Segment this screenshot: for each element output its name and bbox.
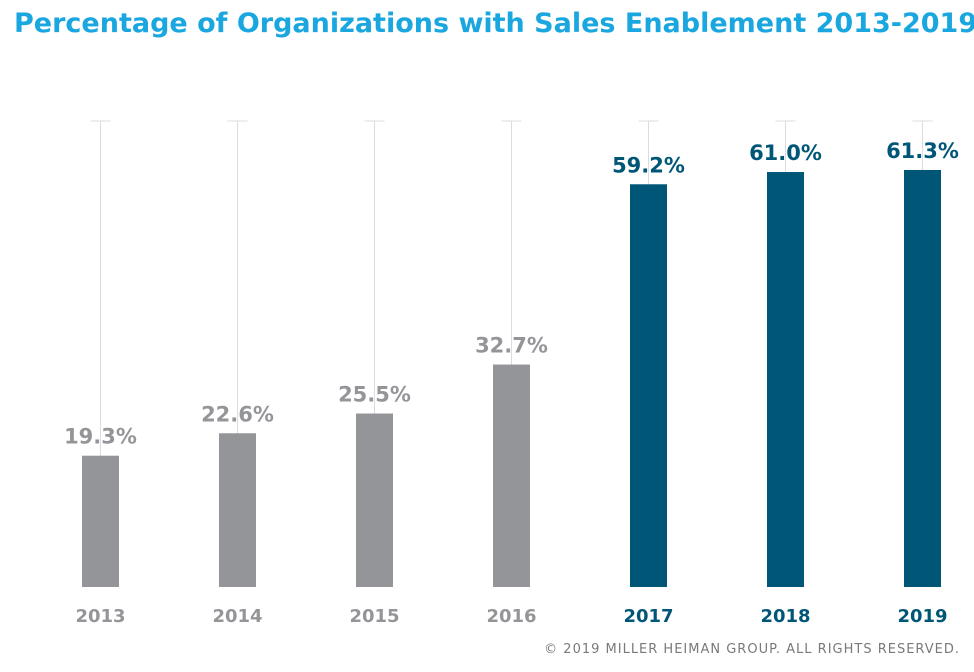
- bar-chart: 19.3% 2013 22.6% 2014 25.5% 2015 32.7% 2016 59.2…: [64, 120, 959, 627]
- x-tick-label: 2017: [623, 606, 673, 627]
- chart-title: Percentage of Organizations with Sales E…: [14, 8, 974, 39]
- bar-2019: [904, 169, 941, 587]
- data-label: 59.2%: [612, 153, 685, 177]
- bar-2014: [219, 433, 256, 587]
- x-tick-label: 2014: [212, 606, 262, 627]
- x-tick-label: 2016: [486, 606, 536, 627]
- bar-2013: [82, 455, 119, 587]
- x-tick-label: 2019: [897, 606, 947, 627]
- data-label: 22.6%: [201, 402, 274, 426]
- bar-2018: [767, 172, 804, 587]
- data-label: 25.5%: [338, 383, 411, 407]
- x-tick-label: 2015: [349, 606, 399, 627]
- copyright-footer: © 2019 MILLER HEIMAN GROUP. ALL RIGHTS R…: [544, 642, 960, 657]
- data-label: 61.0%: [749, 141, 822, 165]
- data-label: 19.3%: [64, 425, 137, 449]
- data-label: 61.3%: [886, 139, 959, 163]
- data-label: 32.7%: [475, 334, 548, 358]
- bar-2015: [356, 413, 393, 587]
- bar-2016: [493, 364, 530, 587]
- x-tick-label: 2013: [75, 606, 125, 627]
- x-tick-label: 2018: [760, 606, 810, 627]
- bar-2017: [630, 184, 667, 587]
